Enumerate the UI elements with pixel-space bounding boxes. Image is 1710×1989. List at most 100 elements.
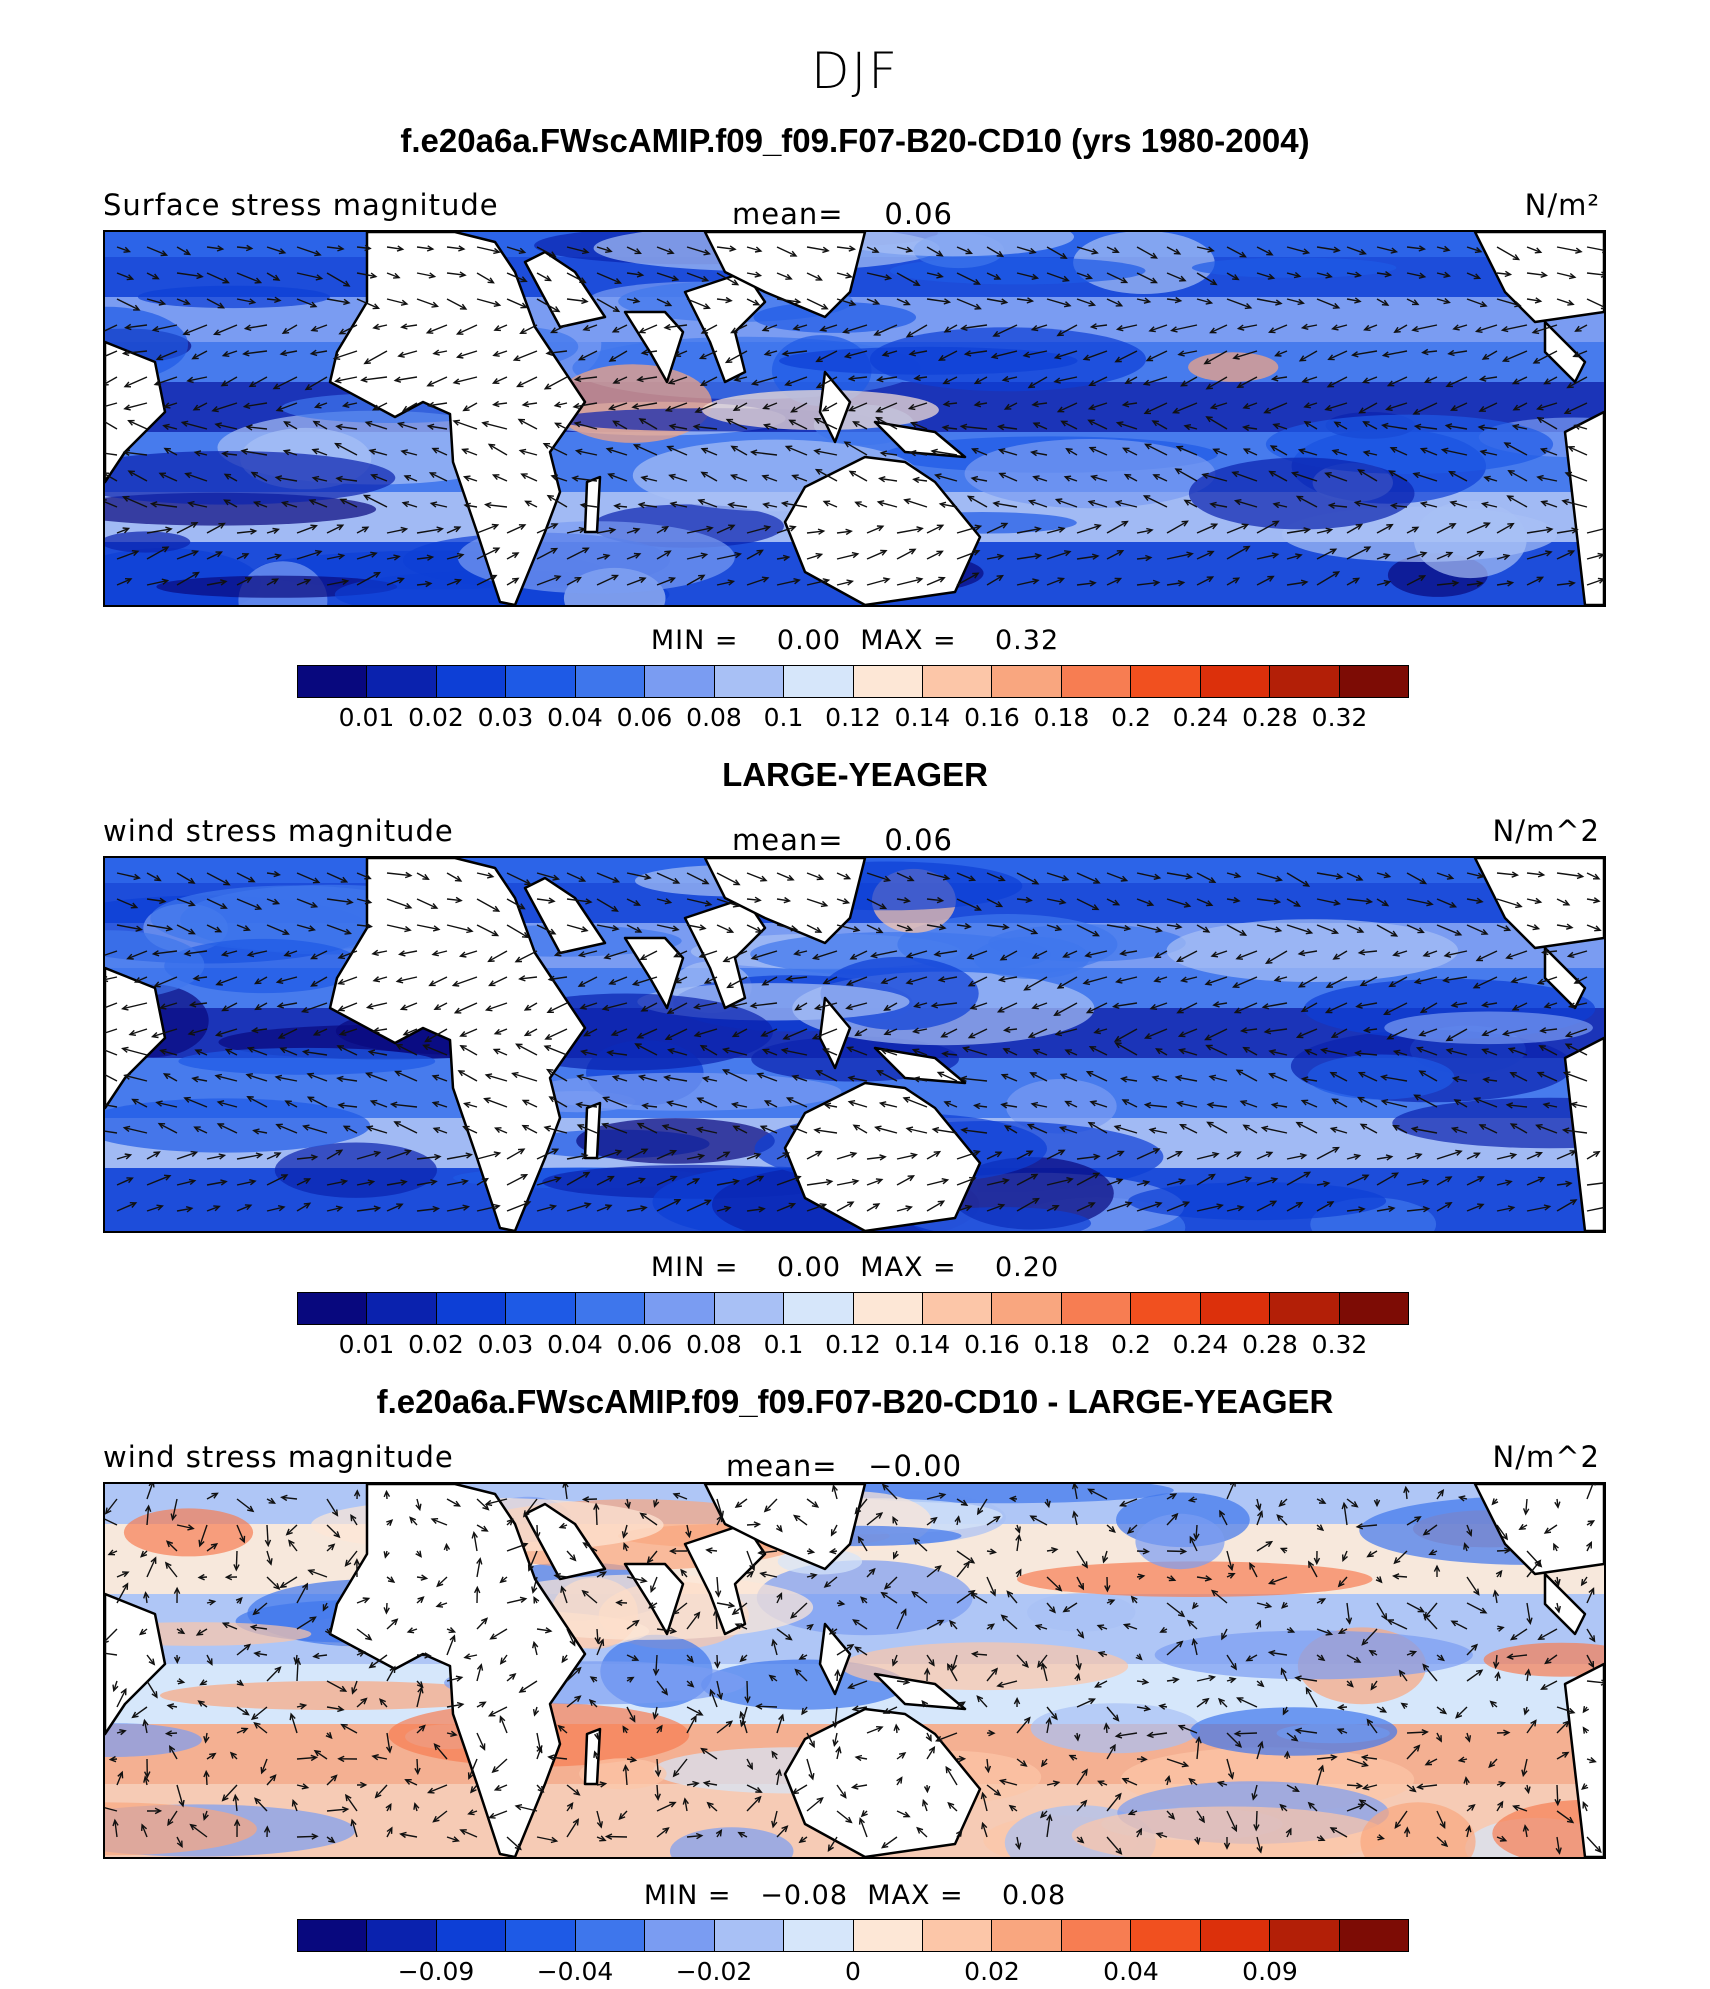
wind-vector-head <box>521 1542 529 1549</box>
wind-vector-head <box>126 1177 134 1184</box>
wind-vector-head <box>1130 1595 1138 1603</box>
wind-vector <box>254 501 268 508</box>
wind-vector <box>1106 550 1124 560</box>
wind-vector-head <box>1509 1071 1517 1078</box>
wind-vector-head <box>309 1616 317 1623</box>
wind-vector <box>626 924 642 933</box>
wind-vector-head <box>669 501 678 508</box>
wind-vector-head <box>1040 1662 1048 1670</box>
wind-vector-head <box>1290 471 1299 478</box>
wind-vector <box>1166 1151 1182 1160</box>
wind-vector-head <box>254 978 262 985</box>
wind-vector-head <box>995 1151 1003 1158</box>
wind-vector-head <box>279 1047 287 1054</box>
wind-vector <box>185 950 208 955</box>
wind-vector <box>906 950 928 958</box>
wind-vector-head <box>521 401 530 408</box>
wind-vector <box>446 1206 469 1212</box>
wind-vector <box>326 246 344 250</box>
wind-vector <box>146 1506 150 1526</box>
wind-vector-head <box>461 1178 469 1186</box>
wind-vector-head <box>1357 949 1366 956</box>
wind-vector-head <box>1570 1199 1578 1206</box>
wind-vector-head <box>727 579 736 586</box>
field-contour <box>1265 414 1554 474</box>
wind-vector <box>1454 1099 1468 1108</box>
wind-vector-head <box>883 875 892 882</box>
wind-vector-head <box>632 297 641 304</box>
wind-vector <box>1304 421 1318 430</box>
wind-vector <box>1506 950 1528 959</box>
wind-vector-head <box>788 1202 797 1209</box>
wind-vector <box>1211 1590 1228 1604</box>
wind-vector-head <box>1388 981 1396 988</box>
field-contour <box>1307 1054 1455 1100</box>
wind-vector-head <box>1297 298 1305 306</box>
wind-vector-head <box>216 1123 225 1130</box>
wind-vector <box>160 1002 178 1009</box>
wind-vector-head <box>274 1152 282 1159</box>
wind-vector-head <box>876 376 884 383</box>
wind-vector <box>206 246 223 250</box>
wind-vector <box>746 1796 762 1812</box>
wind-vector-head <box>746 1762 753 1771</box>
wind-vector-head <box>364 244 372 252</box>
wind-vector <box>351 1820 358 1838</box>
wind-vector <box>493 474 508 482</box>
wind-vector-head <box>314 250 322 257</box>
wind-vector-head <box>893 1723 900 1731</box>
wind-vector <box>206 1154 225 1160</box>
wind-vector-head <box>193 450 202 457</box>
wind-vector-head <box>860 1596 868 1604</box>
wind-vector <box>626 1148 648 1160</box>
wind-vector <box>551 324 568 334</box>
wind-vector-head <box>672 925 680 932</box>
wind-vector-head <box>1481 1001 1489 1008</box>
wind-vector-head <box>1171 1512 1179 1521</box>
wind-vector-head <box>353 1558 361 1566</box>
wind-vector-head <box>393 554 401 561</box>
wind-vector <box>499 1716 508 1734</box>
wind-vector-head <box>1522 1508 1530 1516</box>
wind-vector-head <box>1295 1032 1304 1039</box>
wind-vector-head <box>272 274 281 281</box>
wind-vector-head <box>554 575 562 582</box>
wind-vector-head <box>1331 449 1340 456</box>
wind-vector-head <box>1000 522 1009 529</box>
wind-vector <box>1508 470 1528 482</box>
wind-vector <box>206 580 227 586</box>
wind-vector-head <box>945 1765 952 1774</box>
wind-vector <box>1566 1028 1588 1037</box>
wind-vector-head <box>310 301 318 308</box>
wind-vector <box>806 1203 826 1212</box>
wind-vector <box>302 1002 328 1013</box>
wind-vector-head <box>1300 579 1309 586</box>
wind-vector-head <box>248 381 257 388</box>
wind-vector-head <box>431 1101 440 1108</box>
wind-vector-head <box>491 474 500 481</box>
wind-vector-head <box>638 327 646 334</box>
wind-vector-head <box>1026 1123 1035 1130</box>
wind-vector-head <box>638 418 646 425</box>
wind-vector <box>956 272 980 285</box>
wind-vector <box>1046 1718 1051 1734</box>
wind-vector-head <box>1320 1047 1328 1054</box>
wind-vector-head <box>173 1586 181 1595</box>
wind-vector-head <box>456 552 465 560</box>
wind-vector-head <box>1237 1205 1245 1212</box>
wind-vector-head <box>1466 1529 1473 1537</box>
wind-vector-head <box>936 896 945 904</box>
wind-vector-head <box>310 1754 319 1762</box>
wind-vector-head <box>417 1685 424 1694</box>
wind-vector <box>669 474 688 482</box>
wind-vector <box>223 350 238 357</box>
wind-vector <box>1088 500 1108 508</box>
wind-vector-head <box>1535 1151 1543 1158</box>
wind-vector-head <box>269 1774 277 1782</box>
wind-vector-head <box>426 380 434 387</box>
wind-vector-head <box>1481 1048 1489 1055</box>
wind-vector-head <box>452 419 460 426</box>
wind-vector-head <box>966 495 975 502</box>
wind-vector <box>296 246 321 256</box>
wind-vector-head <box>142 1718 149 1727</box>
